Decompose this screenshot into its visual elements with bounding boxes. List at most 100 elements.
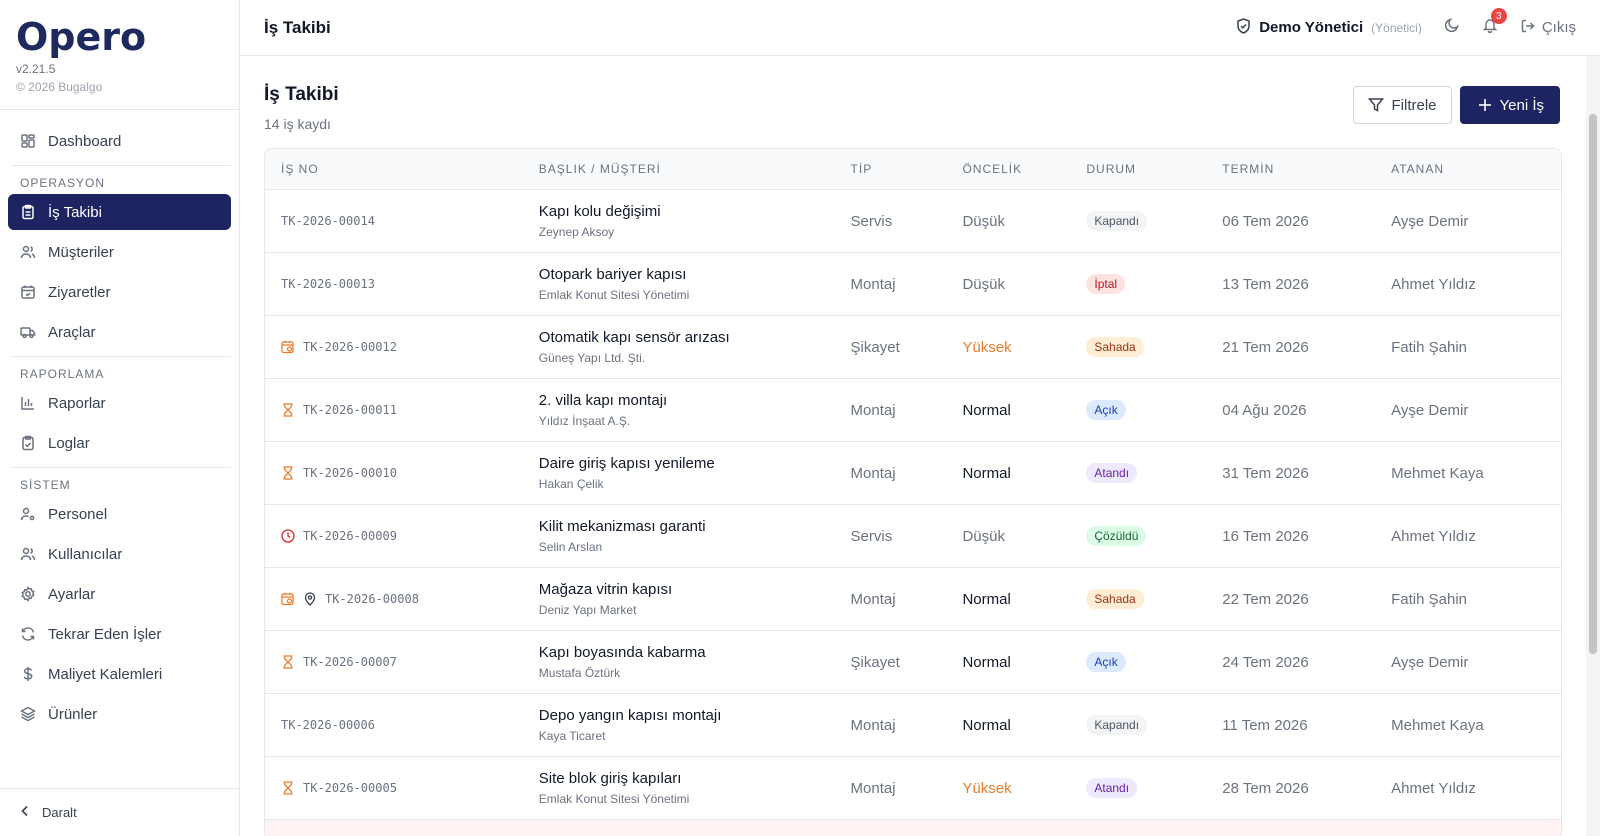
status-badge: Sahada [1086,589,1144,609]
collapse-label: Daralt [42,805,77,820]
top-header: İş Takibi Demo Yönetici (Yönetici) 3 Çık… [240,0,1600,56]
filter-button[interactable]: Filtrele [1352,86,1452,124]
calendar-clock-icon [281,592,295,606]
sidebar-item-ziyaretler[interactable]: Ziyaretler [8,274,231,310]
new-job-button[interactable]: Yeni İş [1459,86,1560,124]
job-number: TK-2026-00012 [303,340,397,354]
sidebar-item-tekrar-eden-isler[interactable]: Tekrar Eden İşler [8,616,231,652]
user-cog-icon [20,506,36,522]
job-assignee: Ahmet Yıldız [1391,779,1476,797]
job-type: Montaj [850,779,896,797]
sidebar-item-is-takibi[interactable]: İş Takibi [8,194,231,230]
sidebar-item-loglar[interactable]: Loglar [8,425,231,461]
job-type: Montaj [850,590,896,608]
column-header-due[interactable]: TERMİN [1222,162,1275,176]
sidebar-item-label: Tekrar Eden İşler [48,625,162,643]
sidebar-item-urunler[interactable]: Ürünler [8,696,231,732]
job-number: TK-2026-00008 [325,592,419,606]
page-heading: İş Takibi 14 iş kaydı [264,84,339,132]
job-title: 2. villa kapı montajı [538,392,668,409]
logout-label: Çıkış [1541,19,1576,36]
sidebar-item-araclar[interactable]: Araçlar [8,314,231,350]
sidebar-item-ayarlar[interactable]: Ayarlar [8,576,231,612]
column-header-title[interactable]: BAŞLIK / MÜŞTERİ [538,162,661,176]
sidebar-item-label: Müşteriler [48,243,114,261]
table-row[interactable]: TK-2026-00013 Otopark bariyer kapısı Emla… [265,253,1561,316]
sidebar-item-dashboard[interactable]: Dashboard [8,123,231,159]
jobs-table: İŞ NO BAŞLIK / MÜŞTERİ TİP ÖNCELİK DURUM… [264,148,1562,836]
job-priority: Düşük [962,275,1005,293]
main-content: İş Takibi 14 iş kaydı Filtrele Yeni İş İ… [240,56,1586,836]
collapse-sidebar-button[interactable]: Daralt [0,788,239,836]
sidebar-item-label: Ayarlar [48,585,96,603]
status-badge: Kapandı [1086,715,1148,735]
table-row[interactable] [265,820,1561,836]
table-row[interactable]: TK-2026-00012 Otomatik kapı sensör arıza… [265,316,1561,379]
job-title: Kapı kolu değişimi [538,203,661,220]
users-icon [20,244,36,260]
column-header-no[interactable]: İŞ NO [281,162,319,176]
job-assignee: Ayşe Demir [1391,401,1469,419]
table-row[interactable]: TK-2026-00005 Site blok giriş kapıları Em… [265,757,1561,820]
hourglass-icon [281,781,295,795]
section-label-sistem: SİSTEM [20,478,71,492]
table-row[interactable]: TK-2026-00011 2. villa kapı montajı Yıldı… [265,379,1561,442]
job-due-date: 13 Tem 2026 [1222,275,1309,293]
job-type: Servis [850,212,893,230]
hourglass-icon [281,655,295,669]
table-row[interactable]: TK-2026-00009 Kilit mekanizması garanti S… [265,505,1561,568]
users-icon [20,546,36,562]
job-title: Mağaza vitrin kapısı [538,581,673,598]
page-scrollbar[interactable] [1586,56,1600,836]
clock-alert-icon [281,529,295,543]
calendar-clock-icon [281,340,295,354]
status-badge: Açık [1086,652,1126,672]
column-header-type[interactable]: TİP [850,162,873,176]
sidebar-item-maliyet-kalemleri[interactable]: Maliyet Kalemleri [8,656,231,692]
divider [12,356,231,357]
job-customer: Deniz Yapı Market [538,603,637,617]
job-customer: Emlak Konut Sitesi Yönetimi [538,792,690,806]
job-assignee: Mehmet Kaya [1391,464,1484,482]
job-customer: Emlak Konut Sitesi Yönetimi [538,288,690,302]
job-customer: Hakan Çelik [538,477,604,491]
table-row[interactable]: TK-2026-00010 Daire giriş kapısı yenilem… [265,442,1561,505]
job-priority: Düşük [962,527,1005,545]
table-row[interactable]: TK-2026-00007 Kapı boyasında kabarma Must… [265,631,1561,694]
status-badge: Atandı [1086,463,1138,483]
sidebar-item-label: Loglar [48,434,90,452]
table-row[interactable]: TK-2026-00008 Mağaza vitrin kapısı Deniz … [265,568,1561,631]
scrollbar-thumb[interactable] [1589,114,1597,654]
job-number: TK-2026-00010 [303,466,397,480]
job-number: TK-2026-00009 [303,529,397,543]
job-customer: Güneş Yapı Ltd. Şti. [538,351,646,365]
table-row[interactable]: TK-2026-00014 Kapı kolu değişimi Zeynep A… [265,190,1561,253]
sidebar: Opero v2.21.5 © 2026 Bugalgo Dashboard O… [0,0,240,836]
logout-button[interactable]: Çıkış [1520,18,1576,38]
app-logo[interactable]: Opero [16,18,223,56]
job-number: TK-2026-00006 [281,718,375,732]
job-priority: Normal [962,401,1011,419]
job-type: Montaj [850,275,896,293]
column-header-assignee[interactable]: ATANAN [1391,162,1445,176]
sidebar-item-raporlar[interactable]: Raporlar [8,385,231,421]
sidebar-item-kullanicilar[interactable]: Kullanıcılar [8,536,231,572]
layers-icon [20,706,36,722]
section-label-raporlama: RAPORLAMA [20,367,105,381]
job-number: TK-2026-00013 [281,277,375,291]
sidebar-item-label: Dashboard [48,132,122,150]
job-priority: Normal [962,464,1011,482]
job-customer: Zeynep Aksoy [538,225,615,239]
theme-toggle-button[interactable] [1444,17,1460,38]
status-badge: Çözüldü [1086,526,1147,546]
table-row[interactable]: TK-2026-00006 Depo yangın kapısı montajı… [265,694,1561,757]
header-actions: Demo Yönetici (Yönetici) 3 Çıkış [1236,8,1576,38]
sidebar-item-personel[interactable]: Personel [8,496,231,532]
column-header-priority[interactable]: ÖNCELİK [962,162,1023,176]
notifications-button[interactable]: 3 [1482,8,1507,38]
gear-icon [20,586,36,602]
grid-icon [20,133,36,149]
user-menu[interactable]: Demo Yönetici (Yönetici) [1236,17,1422,38]
column-header-status[interactable]: DURUM [1086,162,1137,176]
sidebar-item-musteriler[interactable]: Müşteriler [8,234,231,270]
